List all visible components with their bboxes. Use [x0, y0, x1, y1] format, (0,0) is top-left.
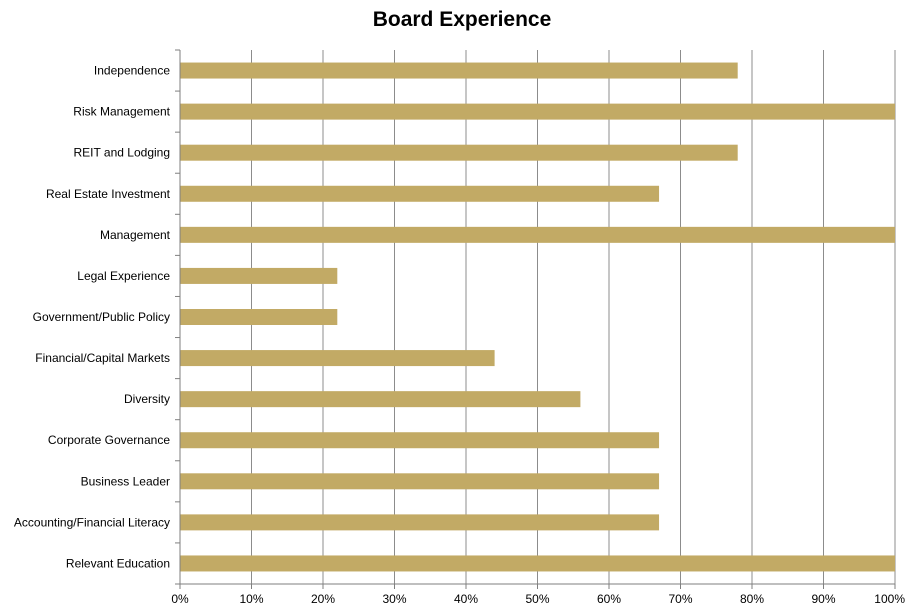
bar-4 — [180, 226, 895, 243]
x-tick-label: 100% — [874, 592, 905, 606]
bar-12 — [180, 555, 895, 572]
x-tick-label: 40% — [454, 592, 478, 606]
category-label: REIT and Lodging — [73, 146, 170, 160]
category-label: Risk Management — [73, 105, 170, 119]
bar-0 — [180, 62, 738, 79]
category-label: Accounting/Financial Literacy — [14, 515, 170, 529]
chart-title: Board Experience — [372, 8, 552, 31]
bar-3 — [180, 185, 660, 202]
bar-11 — [180, 514, 660, 531]
category-label: Real Estate Investment — [46, 187, 171, 201]
bar-7 — [180, 350, 495, 367]
x-tick-label: 30% — [382, 592, 406, 606]
category-label: Independence — [94, 64, 170, 78]
bar-2 — [180, 144, 738, 161]
x-tick-label: 0% — [171, 592, 189, 606]
bar-1 — [180, 103, 895, 120]
bar-9 — [180, 432, 660, 449]
x-tick-label: 50% — [525, 592, 549, 606]
category-label: Financial/Capital Markets — [35, 351, 170, 365]
bar-8 — [180, 391, 581, 408]
x-tick-label: 60% — [597, 592, 621, 606]
x-tick-label: 90% — [811, 592, 835, 606]
grid-lines — [251, 50, 896, 584]
category-label: Management — [100, 228, 171, 242]
bar-10 — [180, 473, 660, 490]
x-tick-label: 10% — [239, 592, 263, 606]
category-labels: Independence Risk Management REIT and Lodg… — [14, 64, 171, 571]
bar-5 — [180, 267, 338, 284]
axes — [175, 49, 896, 589]
x-tick-label: 70% — [668, 592, 692, 606]
bar-6 — [180, 309, 338, 325]
category-label: Government/Public Policy — [33, 310, 170, 324]
x-tick-label: 20% — [311, 592, 335, 606]
category-label: Corporate Governance — [48, 433, 170, 447]
bars — [180, 62, 895, 572]
category-label: Diversity — [124, 392, 170, 406]
category-label: Relevant Education — [66, 556, 170, 570]
category-label: Business Leader — [81, 474, 170, 488]
category-label: Legal Experience — [77, 269, 170, 283]
tick-labels: 0% 10% 20% 30% 40% 50% 60% 70% 80% 90% 100% — [171, 592, 905, 606]
x-tick-label: 80% — [740, 592, 764, 606]
